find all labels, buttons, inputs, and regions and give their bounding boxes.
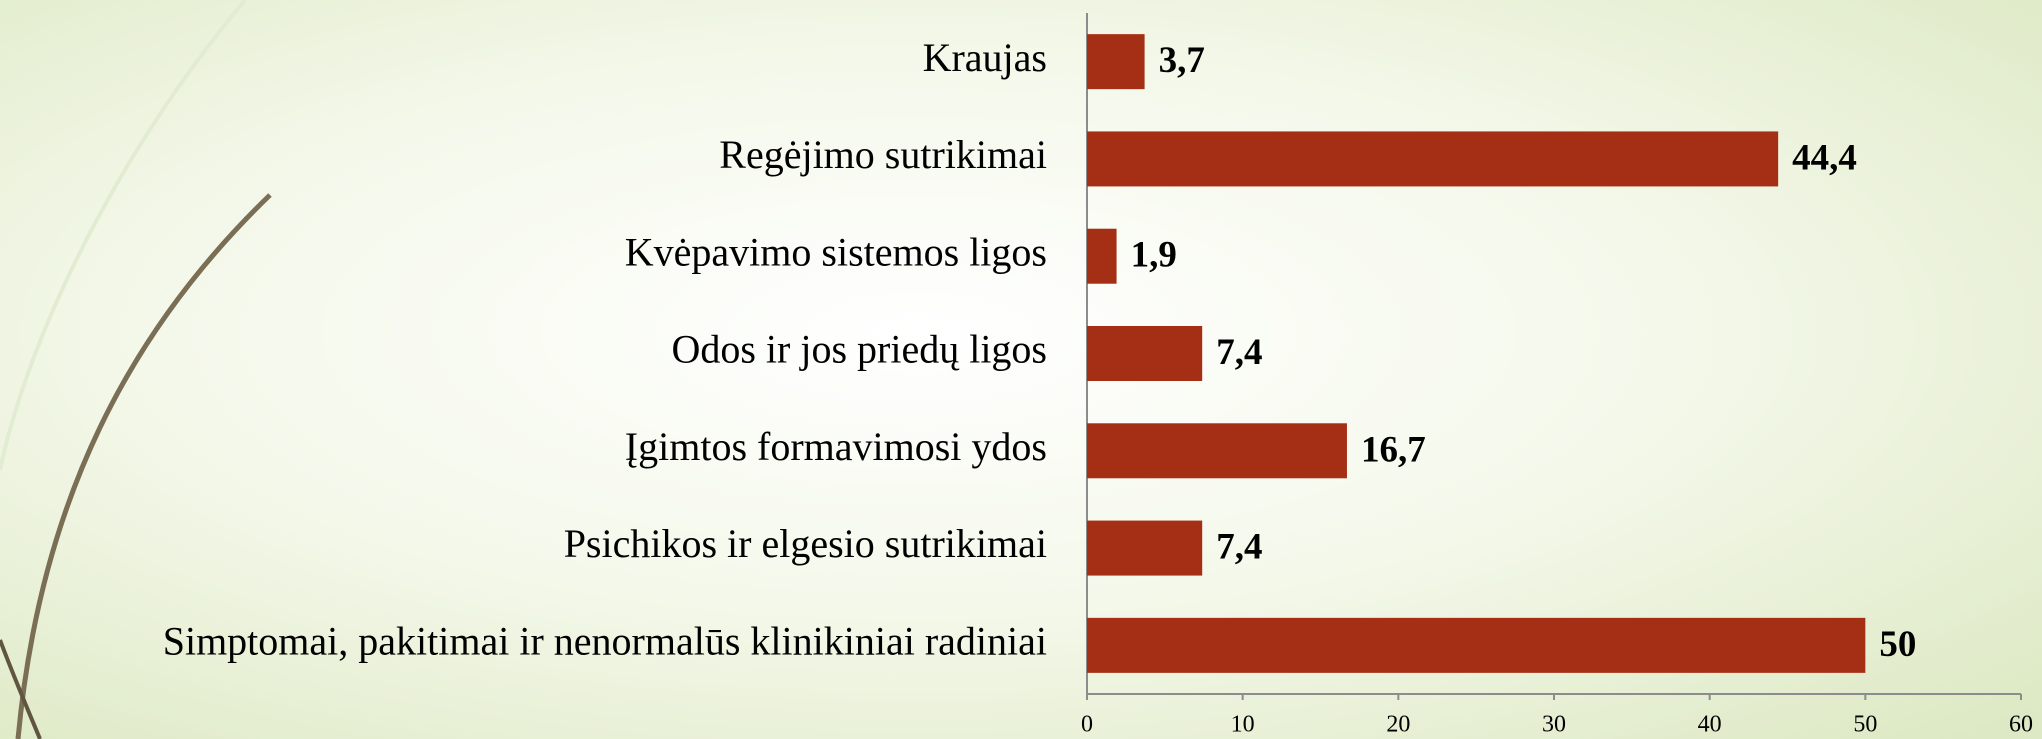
- page: 0 10 20 30 40 50 60 Kraujas 3,7 Regėjimo sutrikim…: [0, 0, 2042, 739]
- y-tick-label: Įgimtos formavimosi ydos: [625, 424, 1047, 469]
- y-tick-label: Simptomai, pakitimai ir nenormalūs klini…: [163, 619, 1047, 664]
- value-label: 44,4: [1792, 137, 1857, 178]
- x-tick-label: 30: [1542, 712, 1566, 738]
- x-tick-label: 50: [1853, 712, 1877, 738]
- value-label: 7,4: [1216, 527, 1262, 568]
- bar: [1087, 423, 1347, 478]
- bar: [1087, 34, 1145, 89]
- x-tick-label: 40: [1698, 712, 1722, 738]
- bar: [1087, 326, 1202, 381]
- value-label: 50: [1879, 624, 1916, 665]
- value-label: 1,9: [1131, 235, 1177, 276]
- y-tick-label: Psichikos ir elgesio sutrikimai: [564, 521, 1047, 566]
- bar: [1087, 618, 1865, 673]
- x-tick-label: 10: [1231, 712, 1255, 738]
- y-tick-label: Regėjimo sutrikimai: [719, 132, 1047, 177]
- value-label: 16,7: [1361, 429, 1426, 470]
- bar: [1087, 131, 1778, 186]
- y-tick-label: Odos ir jos priedų ligos: [671, 327, 1047, 372]
- bar: [1087, 521, 1202, 576]
- bar: [1087, 229, 1117, 284]
- x-tick-label: 0: [1081, 712, 1093, 738]
- x-tick-label: 20: [1386, 712, 1410, 738]
- value-label: 7,4: [1216, 332, 1262, 373]
- x-tick-label: 60: [2009, 712, 2033, 738]
- y-tick-label: Kvėpavimo sistemos ligos: [625, 229, 1047, 274]
- y-tick-label: Kraujas: [923, 35, 1047, 80]
- value-label: 3,7: [1159, 40, 1205, 81]
- chart: 0 10 20 30 40 50 60 Kraujas 3,7 Regėjimo sutrikim…: [0, 0, 2042, 739]
